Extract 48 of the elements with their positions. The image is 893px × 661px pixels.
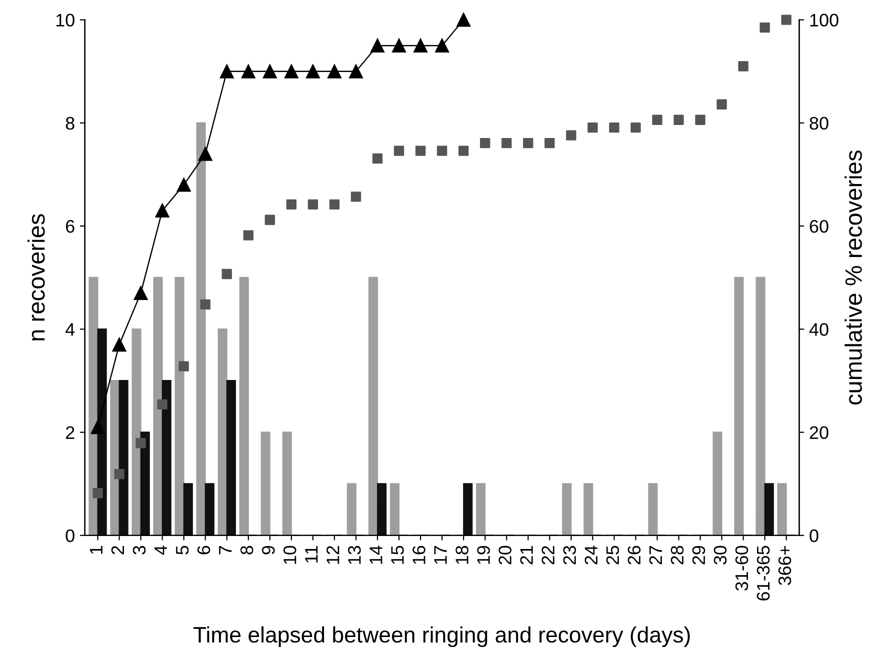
y2-tick-label: 0 [810, 529, 818, 542]
x-tick-label: 29 [692, 546, 706, 564]
x-tick-label: 31-60 [735, 546, 748, 591]
y-tick-label: 6 [66, 220, 74, 233]
x-tick-label: 2 [111, 546, 124, 554]
x-tick-label: 9 [262, 546, 275, 554]
y2-tick-label: 40 [809, 323, 828, 336]
x-tick-label: 24 [584, 546, 598, 564]
x-tick-label: 13 [348, 546, 361, 564]
y2-tick-label: 80 [810, 116, 828, 130]
x-tick-label: 3 [132, 546, 146, 554]
x-tick-label: 21 [520, 546, 533, 564]
y2-tick-label: 60 [810, 220, 828, 233]
x-tick-label: 15 [391, 546, 404, 564]
x-tick-label: 17 [434, 546, 447, 564]
x-tick-label: 19 [477, 546, 490, 564]
x-tick-label: 27 [649, 546, 662, 564]
x-tick-label: 7 [219, 546, 232, 554]
x-tick-label: 6 [197, 546, 210, 554]
x-tick-label: 26 [628, 546, 641, 564]
x-tick-label: 8 [240, 546, 254, 554]
x-tick-label: 14 [370, 546, 382, 564]
x-tick-label: 10 [283, 546, 296, 564]
x-tick-label: 1 [90, 546, 102, 554]
y-tick-label: 4 [65, 323, 75, 336]
x-tick-label: 16 [412, 546, 426, 564]
y-axis-title: n recoveries [27, 214, 45, 340]
x-tick-label: 61-365 [756, 546, 770, 600]
x-tick-label: 28 [670, 546, 684, 564]
x-tick-label: 5 [176, 546, 189, 554]
y-tick-label: 2 [66, 426, 74, 439]
x-tick-label: 25 [606, 546, 620, 564]
x-tick-label: 22 [542, 546, 554, 564]
y2-axis-title: cumulative % recoveries [844, 150, 862, 405]
y-tick-label: 10 [56, 14, 74, 27]
x-tick-label: 18 [456, 546, 468, 564]
x-tick-label: 23 [563, 546, 576, 564]
y-tick-label: 0 [66, 529, 74, 542]
x-tick-label: 11 [305, 546, 318, 563]
x-tick-label: 4 [154, 546, 167, 555]
x-tick-label: 20 [498, 546, 512, 564]
x-axis-title: Time elapsed between ringing and recovery (days) [193, 626, 690, 648]
x-tick-label: 366+ [778, 546, 792, 586]
y2-tick-label: 100 [810, 14, 838, 27]
x-tick-label: 12 [326, 546, 340, 564]
y-tick-label: 8 [66, 116, 74, 130]
y2-tick-label: 20 [810, 426, 828, 440]
x-tick-label: 30 [714, 546, 727, 565]
